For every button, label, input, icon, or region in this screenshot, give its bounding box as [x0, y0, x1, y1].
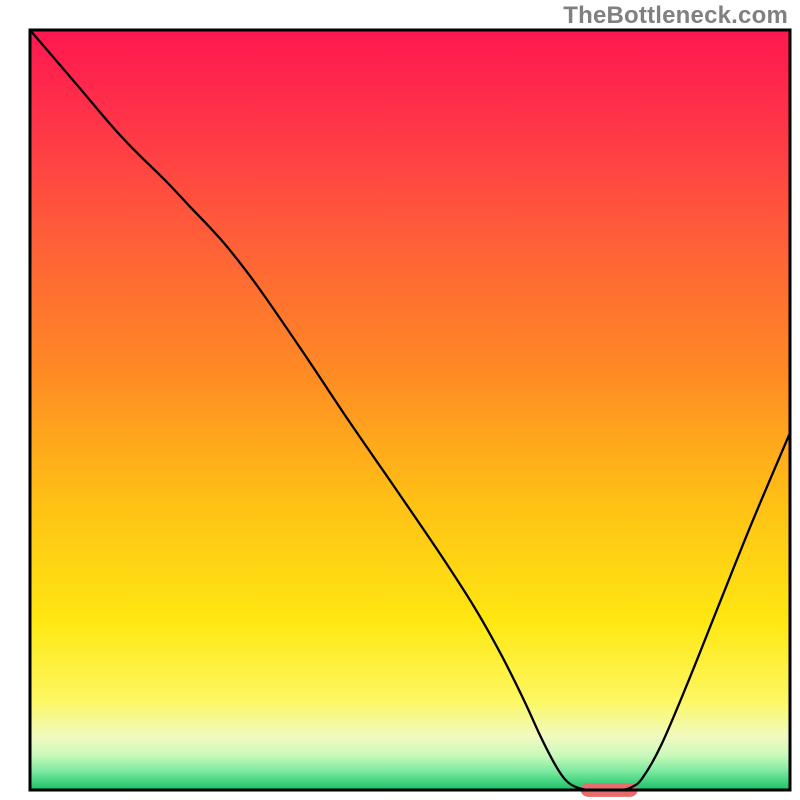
chart-svg — [0, 0, 800, 800]
gradient-background — [30, 30, 790, 790]
watermark-text: TheBottleneck.com — [563, 2, 788, 30]
bottleneck-chart-container: { "watermark": { "text": "TheBottleneck.… — [0, 0, 800, 800]
